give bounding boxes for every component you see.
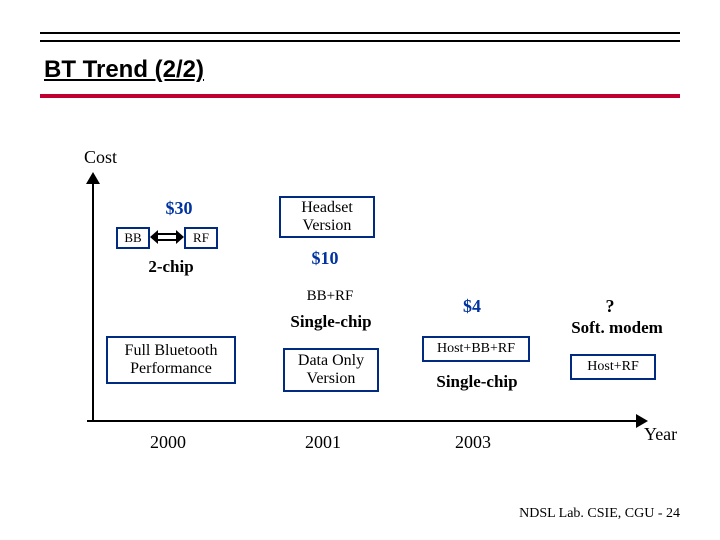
chip-label-2001: Single-chip bbox=[276, 312, 386, 332]
host-rf-box: Host+RF bbox=[570, 354, 656, 380]
host-rf-text: Host+RF bbox=[587, 359, 638, 375]
full-performance-box: Full Bluetooth Performance bbox=[106, 336, 236, 384]
price-2001: $10 bbox=[300, 248, 350, 269]
footnote: NDSL Lab. CSIE, CGU - 24 bbox=[519, 506, 680, 522]
x-tick-2003: 2003 bbox=[455, 432, 491, 453]
data-only-box: Data Only Version bbox=[283, 348, 379, 392]
red-underline bbox=[40, 94, 680, 98]
x-tick-2000: 2000 bbox=[150, 432, 186, 453]
chip-label-2000: 2-chip bbox=[136, 257, 206, 277]
host-bb-rf-box: Host+BB+RF bbox=[422, 336, 530, 362]
rf-label: RF bbox=[193, 230, 209, 246]
bb-label: BB bbox=[124, 230, 141, 246]
slide: BT Trend (2/2) Cost Year 2000 2001 2003 … bbox=[0, 0, 720, 540]
x-axis-label: Year bbox=[644, 424, 677, 445]
bbrf-glow-label: BB+RF bbox=[302, 288, 358, 305]
full-performance-text: Full Bluetooth Performance bbox=[125, 342, 218, 379]
bb-rf-link-icon bbox=[150, 230, 184, 246]
y-axis-arrow-icon bbox=[86, 172, 100, 184]
soft-modem-label: Soft. modem bbox=[552, 318, 682, 338]
x-axis-arrow-icon bbox=[636, 414, 648, 428]
price-2003: $4 bbox=[452, 296, 492, 317]
bb-box: BB bbox=[116, 227, 150, 249]
rf-box: RF bbox=[184, 227, 218, 249]
y-axis-label: Cost bbox=[84, 147, 117, 168]
headset-text: Headset Version bbox=[301, 199, 353, 236]
future-question: ? bbox=[590, 296, 630, 317]
x-tick-2001: 2001 bbox=[305, 432, 341, 453]
price-2000: $30 bbox=[154, 198, 204, 219]
data-only-text: Data Only Version bbox=[298, 352, 364, 389]
top-double-rule bbox=[40, 32, 680, 42]
bbrf-text: BB+RF bbox=[307, 288, 354, 304]
host-bb-rf-text: Host+BB+RF bbox=[437, 341, 515, 357]
y-axis bbox=[92, 182, 94, 421]
headset-box: Headset Version bbox=[279, 196, 375, 238]
chip-label-2003: Single-chip bbox=[420, 372, 534, 392]
slide-title: BT Trend (2/2) bbox=[44, 56, 204, 84]
x-axis bbox=[87, 420, 638, 422]
